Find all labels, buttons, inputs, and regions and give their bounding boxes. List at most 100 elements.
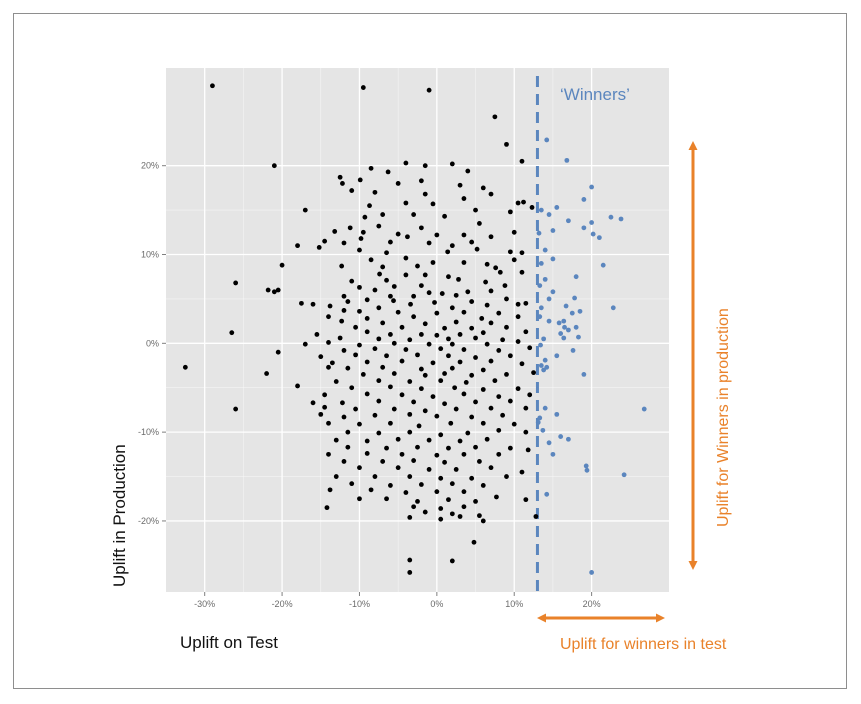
grid-lines xyxy=(166,68,669,592)
data-point xyxy=(422,163,428,169)
winner-point xyxy=(538,260,544,266)
winner-point xyxy=(537,415,543,421)
data-point xyxy=(449,365,455,371)
data-point xyxy=(411,504,417,510)
data-point xyxy=(322,404,328,410)
data-point xyxy=(519,250,525,256)
data-point xyxy=(484,261,490,267)
data-point xyxy=(434,489,440,495)
data-point xyxy=(364,316,370,321)
winner-point xyxy=(536,230,542,236)
data-point xyxy=(411,399,417,405)
data-point xyxy=(507,353,513,359)
data-point xyxy=(372,346,378,352)
data-point xyxy=(477,221,482,226)
data-point xyxy=(391,340,397,346)
data-point xyxy=(415,263,420,269)
winner-point xyxy=(618,216,624,222)
data-point xyxy=(364,438,370,444)
data-point xyxy=(497,269,503,275)
data-point xyxy=(403,490,409,495)
data-point xyxy=(426,467,432,472)
data-point xyxy=(488,288,494,294)
data-point xyxy=(403,255,409,261)
data-point xyxy=(488,191,494,197)
data-point xyxy=(376,223,382,229)
data-point xyxy=(327,487,333,493)
data-point xyxy=(500,337,506,343)
data-point xyxy=(480,185,486,191)
y-tick-label: 10% xyxy=(141,250,159,260)
data-point xyxy=(337,335,343,341)
data-point xyxy=(474,246,480,252)
data-point xyxy=(525,447,531,453)
data-point xyxy=(438,378,444,384)
data-point xyxy=(446,353,451,359)
data-point xyxy=(411,314,417,320)
data-point xyxy=(438,432,444,438)
data-point xyxy=(453,319,459,325)
winner-point xyxy=(589,220,595,225)
data-point xyxy=(408,301,413,307)
data-point xyxy=(492,378,498,384)
data-point xyxy=(399,451,405,457)
data-point xyxy=(422,191,428,197)
winner-point xyxy=(583,463,589,469)
data-point xyxy=(326,420,331,426)
data-point xyxy=(473,335,478,341)
data-point xyxy=(480,367,486,373)
data-point xyxy=(496,427,502,433)
data-point xyxy=(357,342,362,348)
data-point xyxy=(531,370,536,376)
data-point xyxy=(324,505,330,511)
data-point xyxy=(399,358,405,364)
data-point xyxy=(523,497,529,503)
data-point xyxy=(471,539,477,545)
data-point xyxy=(407,514,413,520)
winner-point xyxy=(562,324,567,330)
winner-point xyxy=(621,472,627,478)
data-point xyxy=(388,293,393,299)
winner-point xyxy=(558,434,564,439)
data-point xyxy=(434,232,440,238)
data-point xyxy=(395,309,401,315)
data-point xyxy=(418,283,424,288)
data-point xyxy=(364,359,370,365)
data-point xyxy=(345,429,351,435)
x-tick-label: 20% xyxy=(583,599,601,609)
winner-point xyxy=(608,214,614,220)
winner-point xyxy=(564,157,570,163)
data-point xyxy=(504,296,509,302)
data-point xyxy=(484,436,490,442)
data-point xyxy=(372,189,378,195)
data-point xyxy=(473,207,478,213)
winner-point xyxy=(558,331,564,336)
data-point xyxy=(384,496,389,502)
data-point xyxy=(438,475,444,481)
data-point xyxy=(461,232,467,238)
data-point xyxy=(340,181,345,186)
data-point xyxy=(477,459,482,464)
winner-point xyxy=(566,327,571,333)
data-point xyxy=(333,379,339,384)
data-point xyxy=(418,225,424,231)
data-point xyxy=(496,348,502,353)
winner-point xyxy=(589,570,595,575)
scatter-points xyxy=(182,83,539,575)
data-point xyxy=(388,483,393,488)
data-point xyxy=(488,358,494,364)
data-point xyxy=(316,245,322,250)
data-point xyxy=(403,347,409,352)
data-point xyxy=(445,249,451,255)
data-point xyxy=(372,287,378,293)
winner-point xyxy=(573,274,579,280)
data-point xyxy=(457,438,463,444)
data-point xyxy=(523,429,529,435)
data-point xyxy=(449,481,455,487)
data-point xyxy=(496,310,502,316)
winner-point xyxy=(550,451,556,457)
data-point xyxy=(523,300,529,306)
data-point xyxy=(395,465,401,471)
data-point xyxy=(519,469,525,475)
data-point xyxy=(349,481,355,487)
